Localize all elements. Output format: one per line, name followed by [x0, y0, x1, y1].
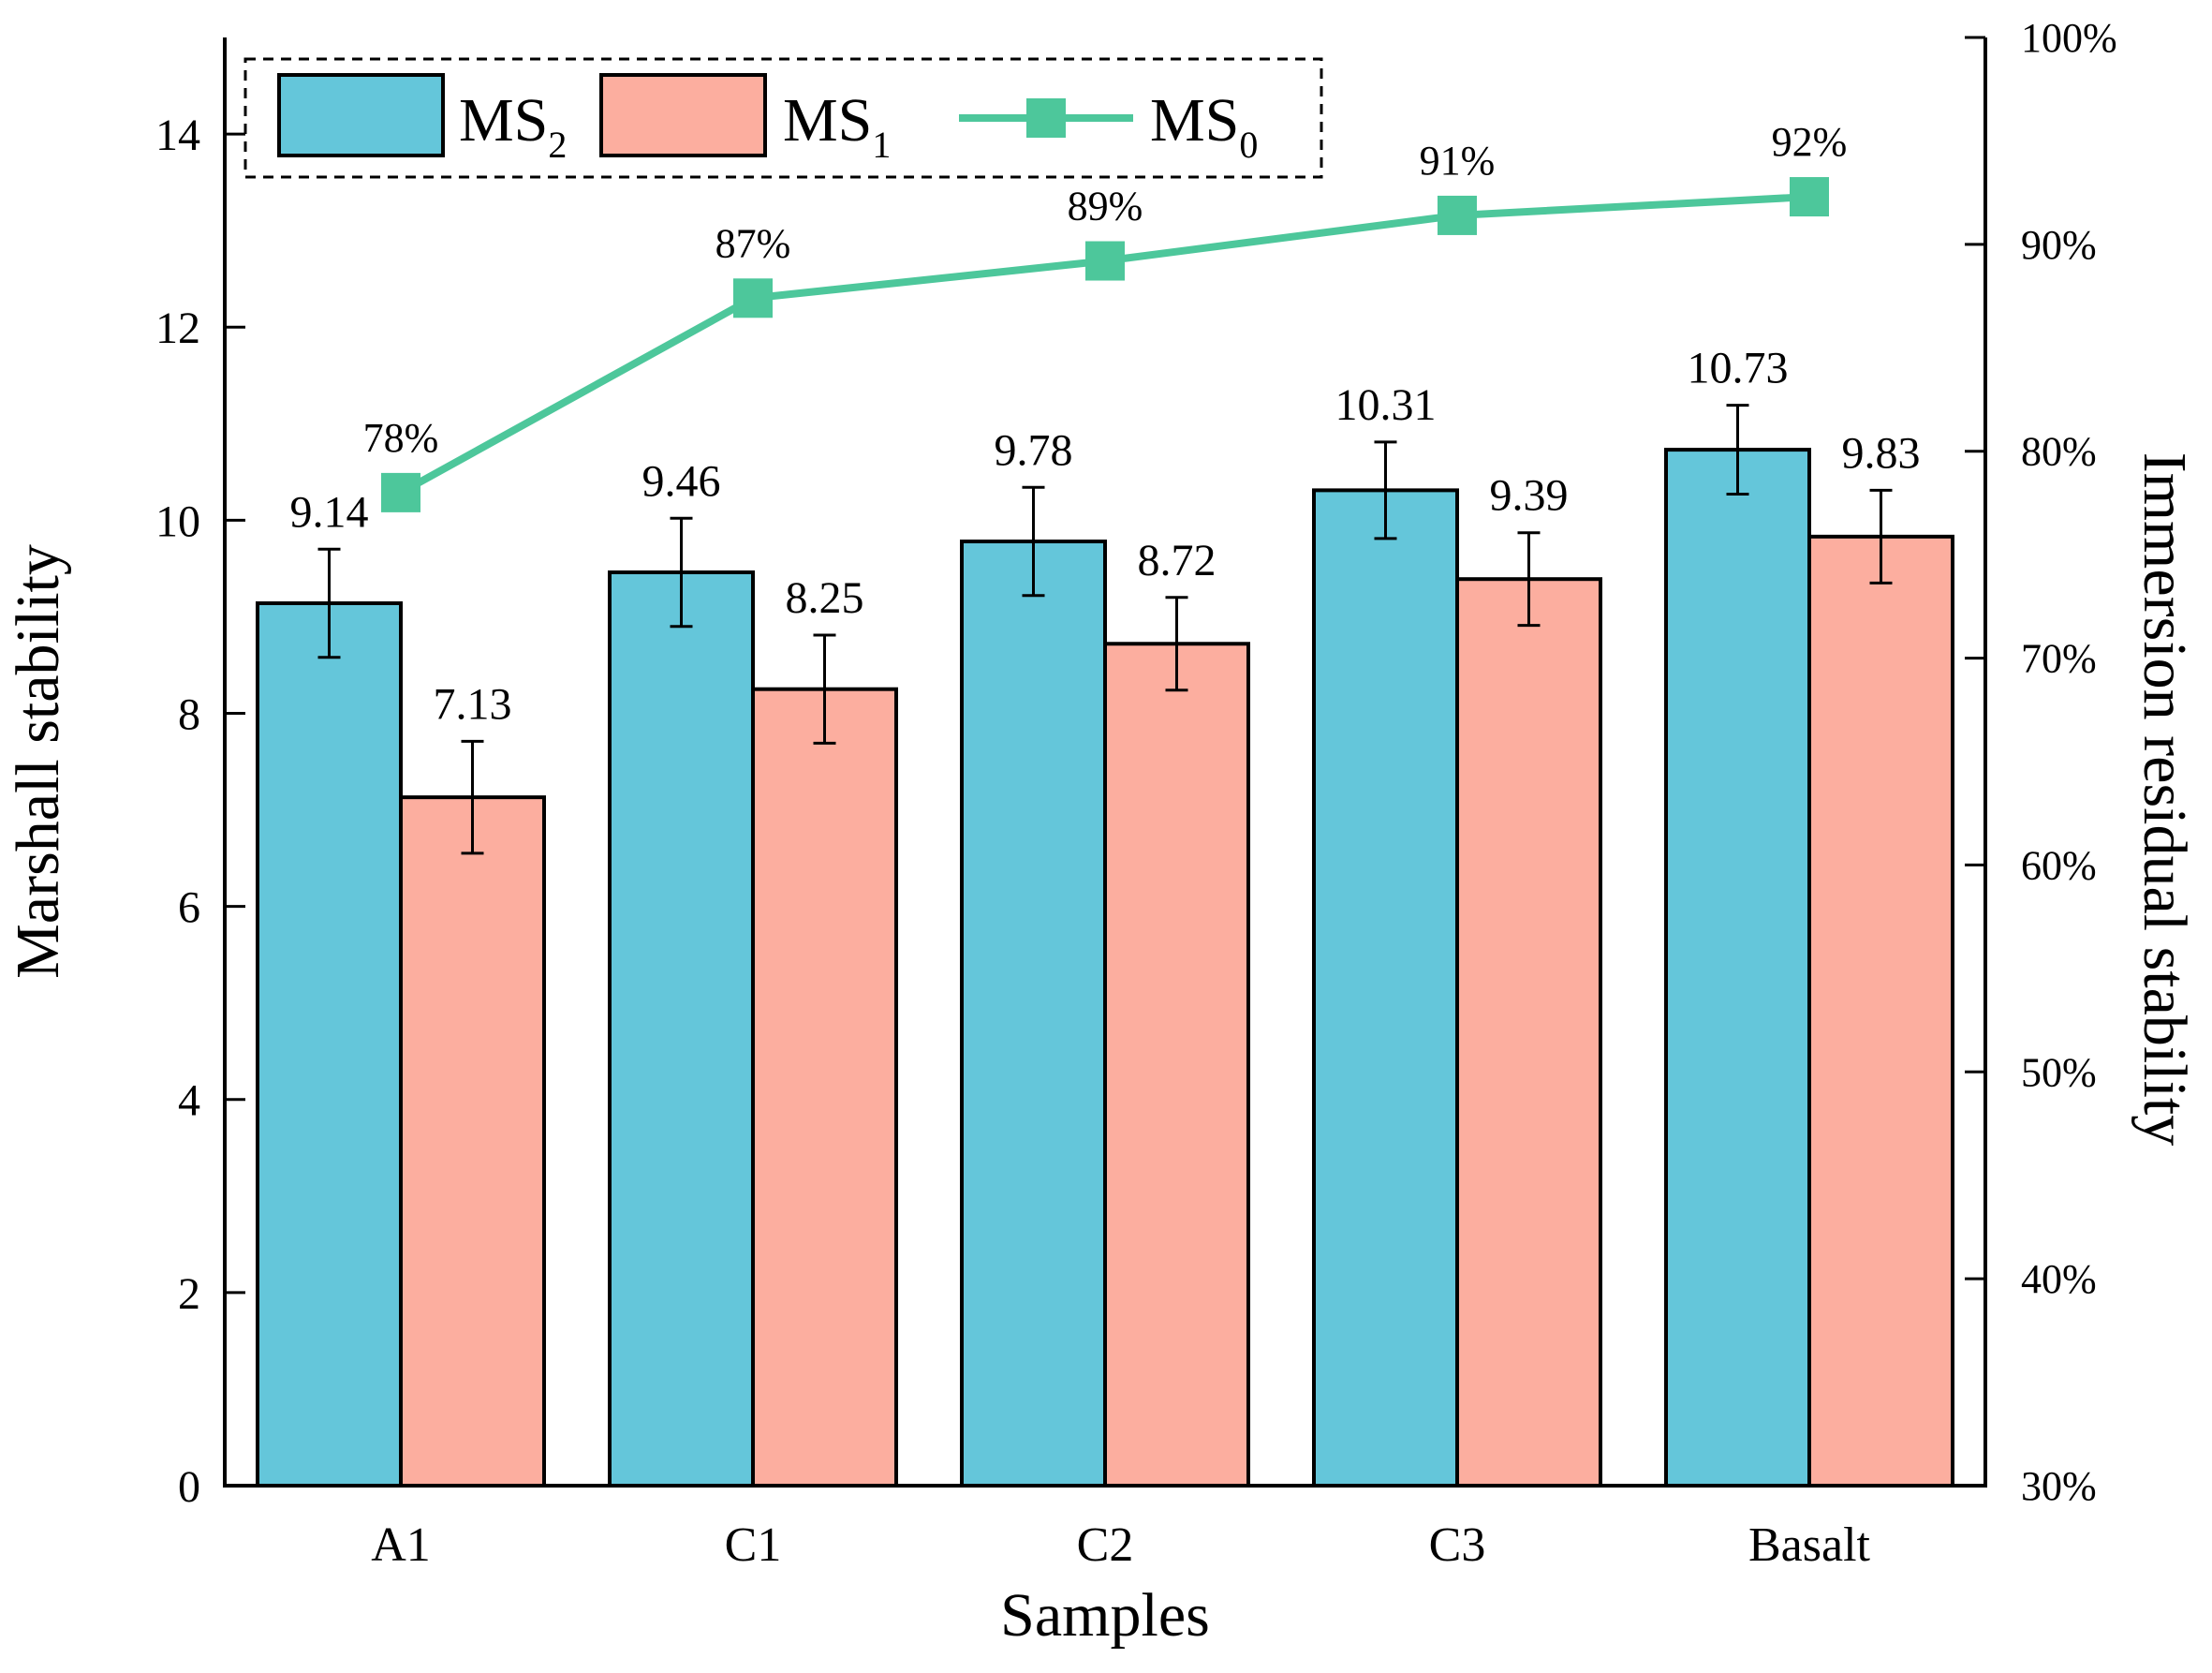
bar-ms1	[751, 687, 898, 1488]
y2-tick-label: 60%	[2021, 842, 2097, 888]
ms0-marker	[381, 472, 420, 512]
bar-value-label: 9.46	[642, 456, 721, 506]
legend-label-ms2: MS2	[459, 86, 567, 166]
bar-ms1	[1807, 534, 1954, 1488]
y-tick-label: 2	[178, 1269, 200, 1319]
bar-ms2	[1664, 448, 1811, 1488]
legend-swatch-ms2	[277, 73, 445, 157]
y-tick-label: 10	[155, 496, 200, 546]
bar-value-label: 7.13	[434, 679, 512, 729]
ms0-marker	[1790, 177, 1829, 217]
ms0-marker	[733, 278, 773, 318]
y-tick-label: 14	[155, 111, 200, 160]
legend-swatch-ms1	[599, 73, 767, 157]
y2-tick-label: 90%	[2021, 222, 2097, 268]
bar-ms2	[1312, 488, 1459, 1488]
x-tick-label: Basalt	[1748, 1518, 1871, 1572]
x-axis-title: Samples	[1000, 1581, 1210, 1650]
bar-ms1	[399, 795, 546, 1488]
y2-tick-label: 40%	[2021, 1256, 2097, 1302]
ms0-line	[399, 193, 1810, 496]
bar-ms2	[256, 600, 403, 1488]
frame-layer	[223, 37, 1987, 1488]
ms0-marker	[1438, 195, 1477, 235]
y2-axis-title: Immersion residual stability	[2131, 452, 2199, 1147]
labels-layer: 9.14 9.46 9.78 10.31 10.73 7.13 8.25 8.72 9.39 9.…	[290, 119, 1921, 729]
bar-ms1	[1455, 577, 1602, 1488]
bar-ms2	[608, 570, 755, 1488]
y-tick-label: 6	[178, 883, 200, 933]
bars-layer	[256, 404, 1954, 1488]
ms0-value-label: 78%	[363, 415, 439, 461]
y-tick-label: 0	[178, 1462, 200, 1512]
bar-value-label: 9.14	[290, 487, 369, 537]
x-tick-label: C3	[1429, 1518, 1486, 1572]
ms0-value-label: 87%	[715, 220, 791, 266]
x-tick-label: C2	[1077, 1518, 1134, 1572]
bar-value-label: 10.73	[1688, 344, 1789, 393]
bar-ms2	[960, 540, 1107, 1488]
legend-marker-ms0	[1026, 98, 1066, 138]
x-tick-label: A1	[371, 1518, 431, 1572]
bar-value-label: 10.31	[1335, 380, 1437, 430]
x-tick-label: C1	[725, 1518, 782, 1572]
y-tick-label: 8	[178, 689, 200, 739]
y2-tick-label: 80%	[2021, 429, 2097, 475]
y-tick-label: 4	[178, 1076, 200, 1126]
bar-value-label: 9.78	[995, 425, 1073, 475]
ms0-value-label: 89%	[1068, 184, 1143, 229]
ms0-marker	[1085, 241, 1125, 281]
bar-value-label: 8.25	[786, 573, 864, 623]
bar-value-label: 8.72	[1138, 536, 1217, 585]
line-layer	[381, 177, 1829, 512]
y2-tick-label: 70%	[2021, 636, 2097, 682]
y-tick-label: 12	[155, 304, 200, 353]
bar-value-label: 9.39	[1490, 471, 1569, 521]
legend-label-ms0: MS0	[1150, 86, 1258, 166]
y-axis-title: Marshall stability	[4, 544, 72, 979]
y2-tick-label: 50%	[2021, 1049, 2097, 1095]
y2-tick-label: 100%	[2021, 15, 2117, 61]
legend: MS2 MS1 MS0	[243, 57, 1323, 179]
axes-layer: 0 2 4 6 8 10 12 14 30% 40% 50% 60% 70% 80% 90% 100% A1 C1…	[4, 15, 2199, 1650]
bar-value-label: 9.83	[1842, 428, 1921, 478]
y2-tick-label: 30%	[2021, 1463, 2097, 1509]
ms0-value-label: 92%	[1772, 119, 1848, 165]
bar-ms1	[1103, 642, 1250, 1488]
legend-label-ms1: MS1	[783, 86, 891, 166]
ms0-value-label: 91%	[1420, 138, 1496, 184]
